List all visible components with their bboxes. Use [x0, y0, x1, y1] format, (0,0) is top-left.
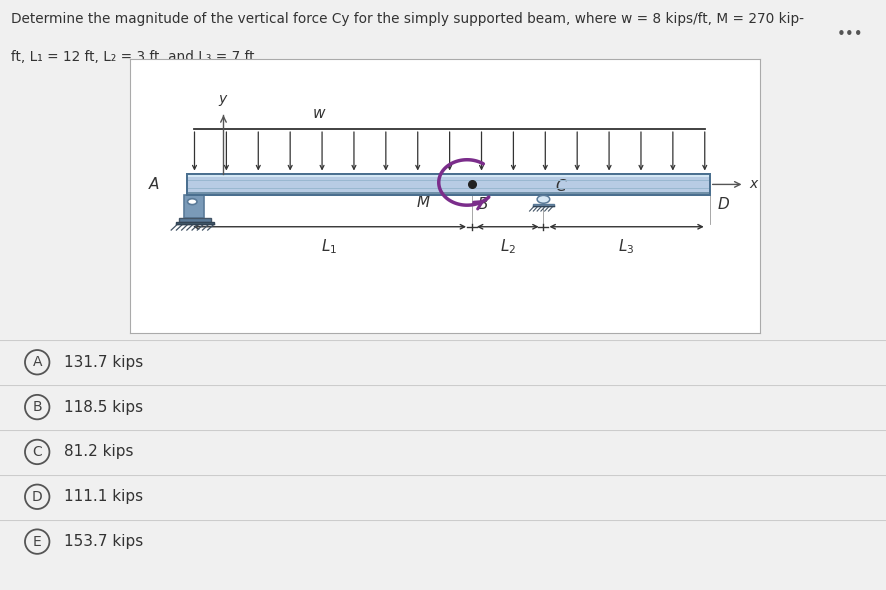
Bar: [183, 195, 204, 218]
Circle shape: [537, 195, 549, 203]
Text: Determine the magnitude of the vertical force Cy for the simply supported beam, : Determine the magnitude of the vertical …: [11, 12, 804, 26]
Text: C: C: [32, 445, 43, 459]
Text: $L_3$: $L_3$: [618, 238, 634, 257]
Text: $w$: $w$: [312, 106, 326, 120]
Circle shape: [188, 199, 197, 205]
Bar: [187, 174, 710, 195]
Text: $y$: $y$: [218, 93, 229, 107]
Text: $M$: $M$: [416, 194, 431, 209]
Text: B: B: [33, 400, 42, 414]
Bar: [176, 222, 214, 224]
Text: $D$: $D$: [718, 196, 730, 212]
Bar: [187, 174, 710, 195]
Text: $C$: $C$: [555, 178, 567, 194]
Text: A: A: [33, 355, 42, 369]
Bar: [187, 192, 710, 195]
Text: $x$: $x$: [749, 178, 759, 191]
Text: 153.7 kips: 153.7 kips: [64, 534, 143, 549]
Text: $A$: $A$: [148, 176, 160, 192]
Bar: [533, 204, 554, 206]
Text: 118.5 kips: 118.5 kips: [64, 399, 143, 415]
Text: 131.7 kips: 131.7 kips: [64, 355, 143, 370]
Text: 81.2 kips: 81.2 kips: [64, 444, 133, 460]
Text: 111.1 kips: 111.1 kips: [64, 489, 143, 504]
Text: ft, L₁ = 12 ft, L₂ = 3 ft, and L₃ = 7 ft.: ft, L₁ = 12 ft, L₂ = 3 ft, and L₃ = 7 ft…: [11, 50, 259, 64]
Text: D: D: [32, 490, 43, 504]
Text: •••: •••: [837, 27, 864, 41]
Text: $B$: $B$: [478, 196, 489, 212]
Bar: [187, 174, 710, 177]
Text: $L_2$: $L_2$: [500, 238, 516, 257]
Text: $L_1$: $L_1$: [322, 238, 338, 257]
Text: E: E: [33, 535, 42, 549]
Bar: [179, 218, 211, 222]
